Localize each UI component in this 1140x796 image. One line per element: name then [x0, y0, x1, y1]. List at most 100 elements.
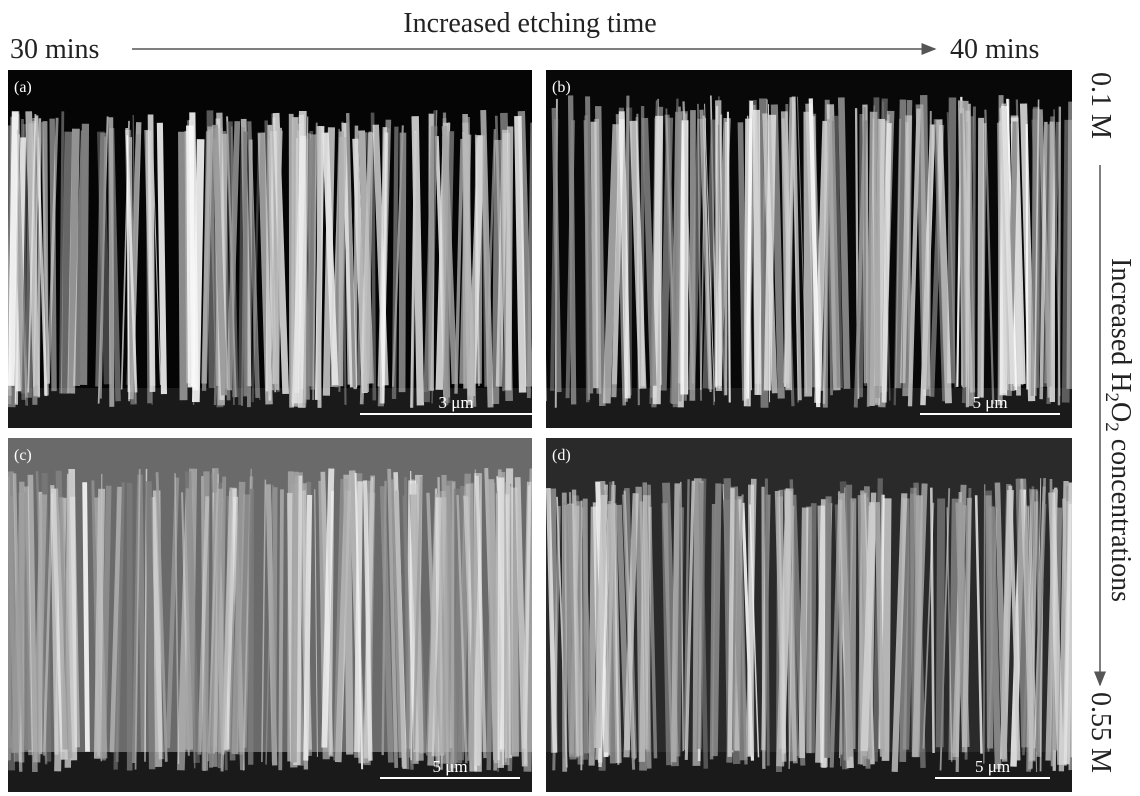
nanowire [11, 111, 15, 386]
nanowire [294, 472, 296, 763]
sem-image [3, 70, 532, 428]
nanowire [766, 479, 768, 766]
nanowire [712, 504, 714, 759]
time-end: 40 mins [950, 34, 1039, 65]
scale-bar-label: 5 μm [975, 757, 1010, 776]
nanowire [151, 114, 153, 391]
nanowire [802, 508, 805, 758]
nanowire [0, 497, 9, 761]
nanowire [541, 110, 546, 401]
nanowire [643, 495, 647, 770]
nanowire [65, 132, 69, 394]
scale-bar-label: 5 μm [972, 393, 1007, 412]
panel-label: (b) [552, 79, 571, 96]
nanowire [984, 484, 985, 763]
nanowire [692, 110, 693, 401]
nanowire [1027, 124, 1028, 389]
panel-label: (c) [14, 447, 32, 464]
nanowire [4, 138, 8, 390]
nanowire [347, 475, 350, 755]
panel-label: (a) [14, 79, 32, 96]
nanowire [71, 129, 76, 394]
nanowire [571, 95, 574, 404]
nanowire [967, 104, 969, 408]
nanowire [768, 115, 773, 391]
nanowire [402, 133, 403, 392]
nanowire [715, 483, 719, 756]
time-start: 30 mins [10, 34, 99, 65]
nanowire [789, 491, 793, 761]
nanowire [140, 475, 144, 752]
nanowire [657, 116, 659, 404]
nanowire [588, 96, 591, 393]
nanowire [52, 119, 54, 391]
nanowire [675, 112, 679, 404]
figure: Increased etching time 30 mins 40 mins 0… [0, 0, 1140, 796]
nanowire [876, 97, 877, 398]
nanowire [598, 106, 602, 406]
nanowire [1070, 102, 1072, 389]
nanowire [196, 139, 201, 402]
nanowire [149, 481, 153, 769]
nanowire [190, 126, 192, 388]
nanowire [85, 482, 88, 751]
nanowire [980, 118, 981, 397]
nanowire [578, 501, 581, 764]
nanowire [160, 123, 164, 394]
nanowire [445, 136, 446, 403]
sem-image [541, 70, 1072, 428]
nanowire [514, 488, 515, 757]
nanowire [988, 495, 990, 748]
nanowire [885, 498, 887, 761]
nanowire [249, 140, 251, 408]
nanowire [319, 126, 320, 408]
nanowire [1051, 479, 1052, 766]
nanowire [973, 106, 974, 399]
nanowire [861, 114, 862, 397]
label-part: 2 [1101, 422, 1122, 432]
conc-label: Increased H2O2 concentrations [1101, 258, 1136, 602]
nanowire [518, 116, 523, 393]
nanowire [251, 489, 252, 765]
sem-panel: (d) 5 μm [546, 438, 1075, 792]
nanowire [280, 489, 282, 770]
sem-panel: (a) 3 μm [3, 70, 552, 428]
nanowire [756, 110, 758, 395]
label-part: concentrations [1105, 432, 1136, 602]
nanowire [504, 113, 509, 401]
label-part: O [1105, 402, 1136, 422]
nanowire [827, 496, 828, 758]
nanowire [685, 114, 686, 401]
nanowire [274, 487, 275, 762]
scale-bar-label: 5 μm [432, 757, 467, 776]
scale-bar-label: 3 μm [438, 393, 473, 412]
nanowire [357, 481, 360, 752]
nanowire [779, 496, 780, 771]
sem-panel: (c) 5 μm [0, 438, 534, 792]
label-part: Increased H [1105, 258, 1136, 392]
nanowire [726, 122, 727, 395]
nanowire [807, 112, 808, 397]
sem-image [0, 438, 534, 792]
conc-end: 0.55 M [1085, 692, 1116, 773]
nanowire [452, 482, 453, 771]
panel-label: (d) [552, 447, 571, 464]
nanowire [478, 135, 479, 383]
nanowire [594, 122, 596, 388]
sem-panel: (b) 5 μm [541, 70, 1072, 428]
label-part: 2 [1101, 392, 1122, 402]
conc-start: 0.1 M [1085, 72, 1116, 139]
nanowire [1059, 107, 1060, 406]
nanowire [853, 498, 854, 749]
header-title: Increased etching time [403, 8, 656, 39]
sem-image [546, 438, 1075, 792]
nanowire [182, 132, 184, 400]
nanowire [553, 489, 554, 753]
nanowire [812, 503, 814, 753]
nanowire [111, 117, 112, 407]
nanowire [763, 487, 764, 769]
nanowire [568, 505, 573, 759]
nanowire [730, 488, 733, 757]
nanowire [847, 485, 850, 761]
panels: (a) 3 μm (b) 5 μm (c) 5 μm (d) 5 μm [0, 70, 1075, 792]
